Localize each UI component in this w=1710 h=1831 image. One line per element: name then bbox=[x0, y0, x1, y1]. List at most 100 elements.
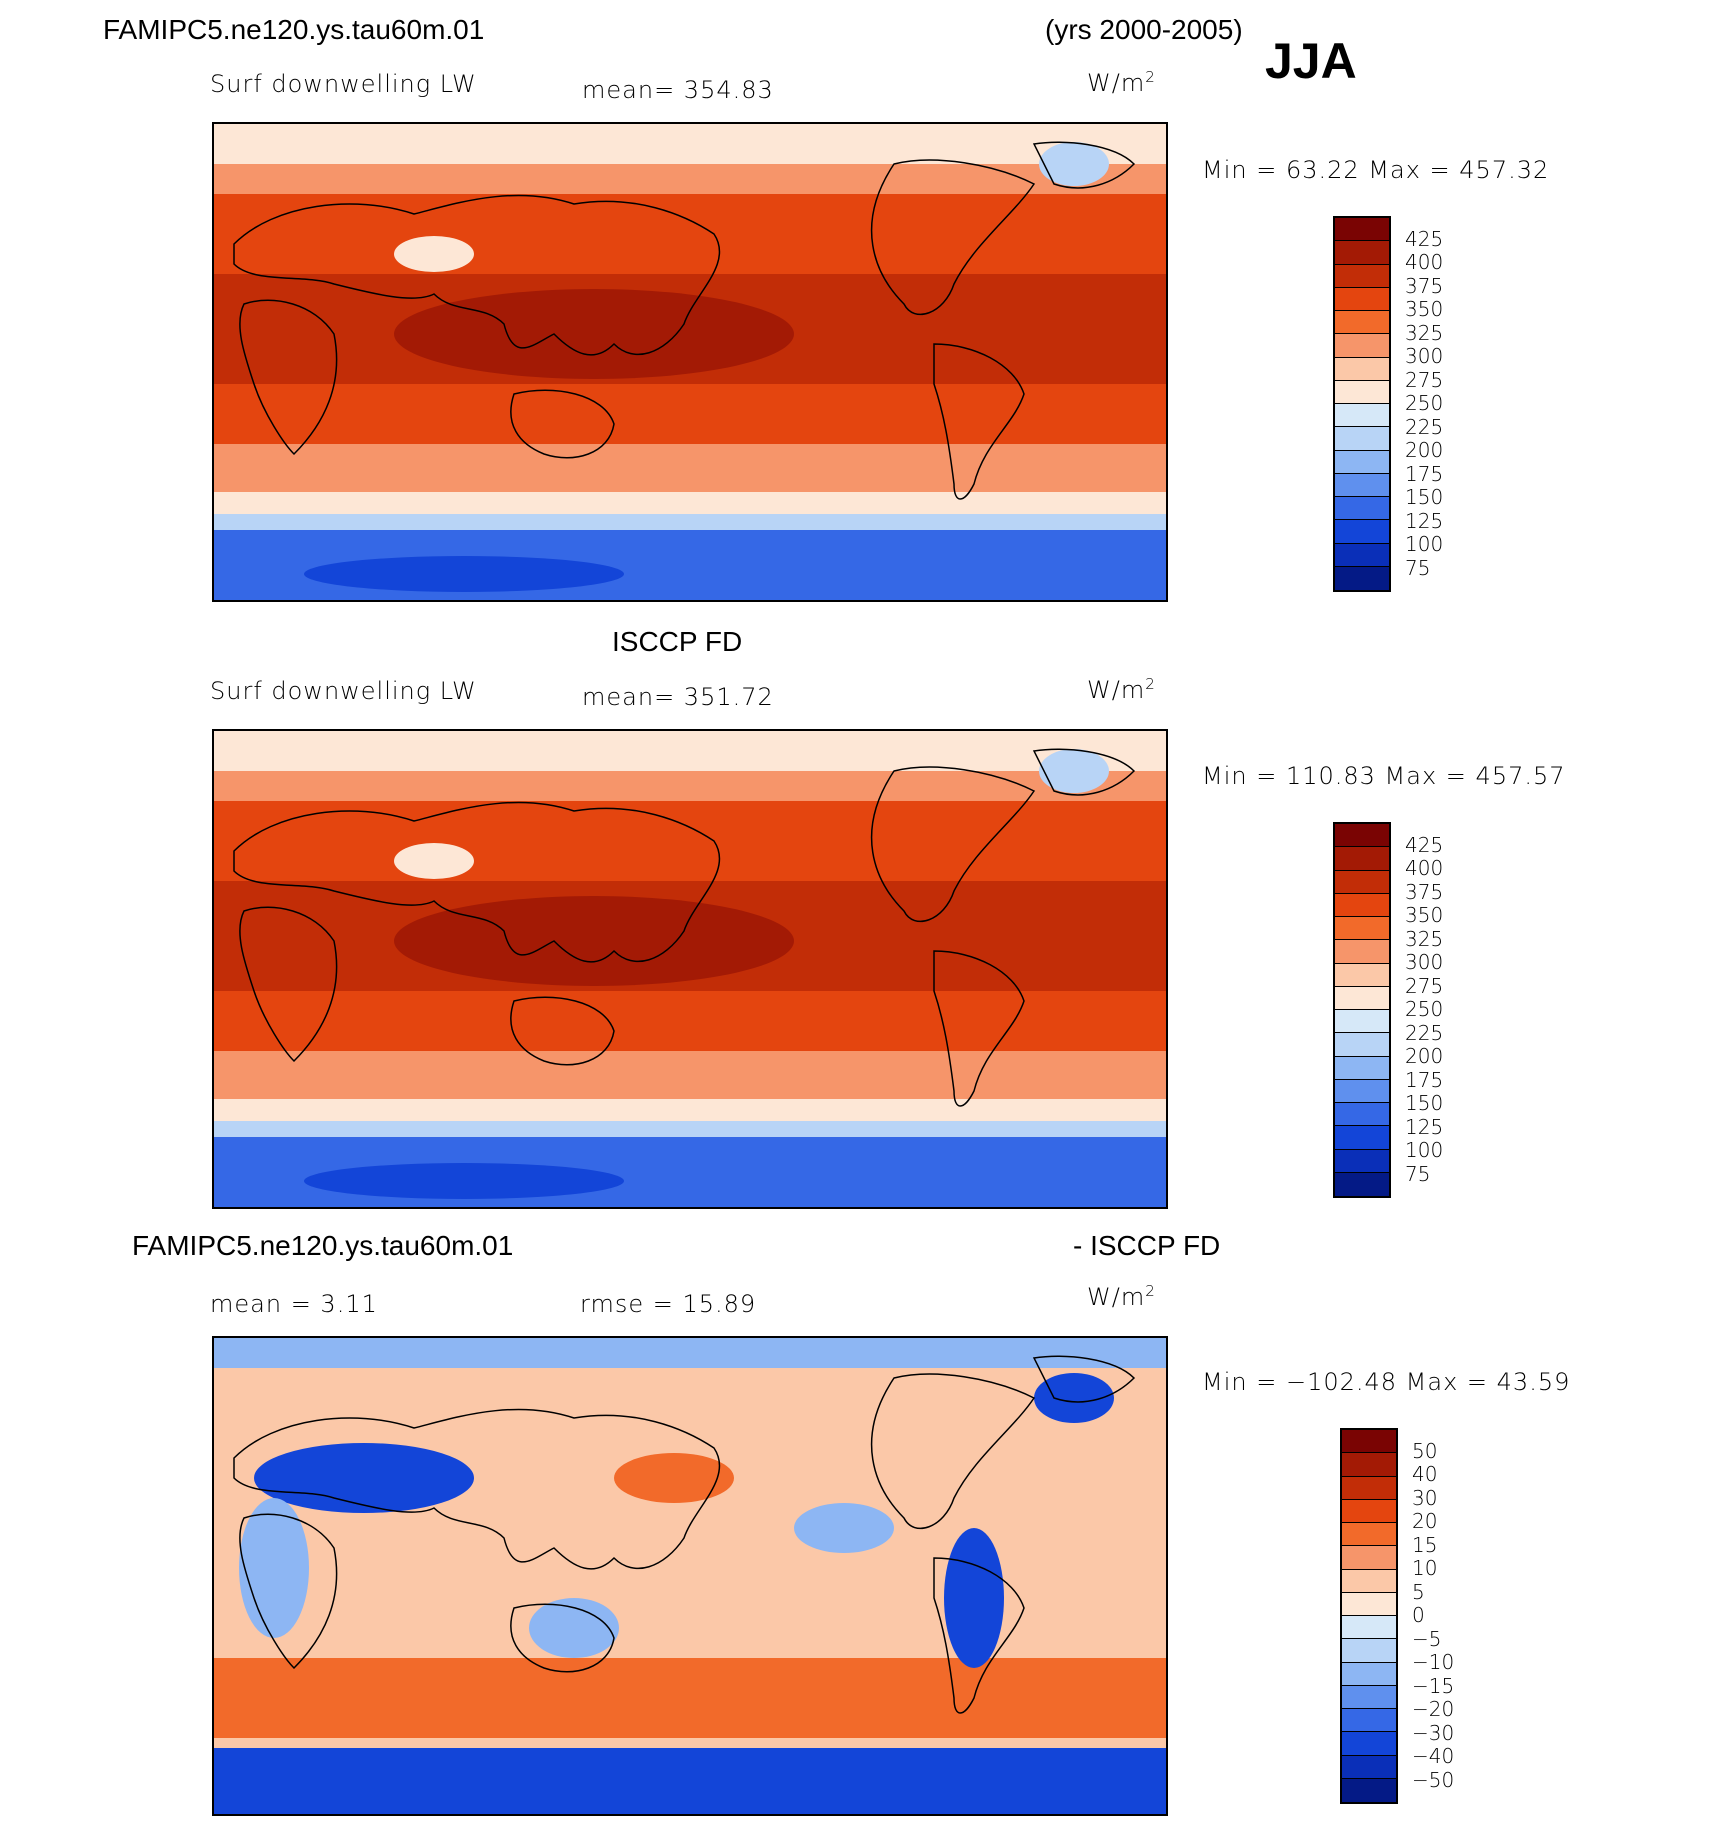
colorbar-swatch bbox=[1342, 1709, 1396, 1733]
colorbar-tick-label: 425 bbox=[1405, 226, 1444, 251]
coastline bbox=[239, 906, 338, 1063]
colorbar-swatch bbox=[1335, 543, 1389, 567]
arctic-band bbox=[214, 124, 1166, 164]
panel1-minmax: Min = 63.22 Max = 457.32 bbox=[1202, 156, 1550, 184]
colorbar-swatch bbox=[1335, 380, 1389, 404]
panel2-field-label: Surf downwelling LW bbox=[210, 677, 477, 705]
panel1-mean: mean= 354.83 bbox=[582, 76, 774, 104]
coastline bbox=[933, 343, 1025, 500]
panel1-field-label: Surf downwelling LW bbox=[210, 70, 477, 98]
panel2-mean: mean= 351.72 bbox=[582, 683, 774, 711]
colorbar-swatch bbox=[1335, 1010, 1389, 1034]
colorbar-tick-label: 30 bbox=[1412, 1485, 1438, 1510]
colorbar-tick-label: 10 bbox=[1412, 1556, 1438, 1580]
colorbar-swatch bbox=[1342, 1592, 1396, 1616]
colorbar-swatch bbox=[1342, 1453, 1396, 1477]
colorbar-tick-label: 300 bbox=[1405, 344, 1444, 368]
tibet-cold-spot bbox=[394, 236, 474, 272]
antarctic-cold-core bbox=[304, 1163, 624, 1199]
arctic-band bbox=[214, 731, 1166, 771]
colorbar-swatch bbox=[1335, 986, 1389, 1010]
colorbar-swatch bbox=[1335, 1056, 1389, 1080]
panel1-map bbox=[212, 122, 1168, 602]
southern-transition bbox=[214, 492, 1166, 514]
colorbar-tick-label: 100 bbox=[1405, 532, 1444, 556]
coastline bbox=[233, 1408, 721, 1570]
colorbar-tick-label: −10 bbox=[1412, 1650, 1455, 1674]
warm-pool bbox=[394, 289, 794, 379]
colorbar-swatch bbox=[1335, 473, 1389, 497]
colorbar-swatch bbox=[1335, 893, 1389, 917]
colorbar-tick-label: 75 bbox=[1405, 1161, 1431, 1186]
colorbar-tick-label: 300 bbox=[1405, 950, 1444, 974]
coastline bbox=[239, 1513, 338, 1670]
coastline bbox=[233, 801, 721, 963]
panel2-title: ISCCP FD bbox=[612, 626, 743, 657]
colorbar-tick-label: 250 bbox=[1405, 391, 1444, 415]
coastline bbox=[870, 1373, 1036, 1529]
antarctic-cold-core bbox=[304, 556, 624, 592]
colorbar-swatch bbox=[1335, 241, 1389, 265]
colorbar-swatch bbox=[1342, 1523, 1396, 1547]
coastline bbox=[510, 1603, 615, 1673]
colorbar-tick-label: −40 bbox=[1412, 1744, 1455, 1768]
colorbar-swatch bbox=[1335, 1149, 1389, 1173]
colorbar-swatch bbox=[1335, 287, 1389, 311]
colorbar-tick-label: 200 bbox=[1405, 438, 1444, 462]
coastline bbox=[870, 159, 1036, 315]
colorbar-swatch bbox=[1335, 1126, 1389, 1150]
coastline bbox=[870, 766, 1036, 922]
greenland-cold-bias bbox=[1034, 1373, 1114, 1423]
colorbar-tick-label: −5 bbox=[1412, 1626, 1442, 1651]
panel3-rmse: rmse = 15.89 bbox=[580, 1290, 757, 1318]
colorbar-tick-label: 225 bbox=[1405, 414, 1444, 439]
colorbar-swatch bbox=[1342, 1476, 1396, 1500]
colorbar-swatch bbox=[1342, 1662, 1396, 1686]
colorbar-tick-label: 350 bbox=[1405, 297, 1444, 321]
colorbar-swatch bbox=[1335, 847, 1389, 871]
subtropic-band-south bbox=[214, 991, 1166, 1051]
colorbar-swatch bbox=[1342, 1616, 1396, 1640]
colorbar-tick-label: 150 bbox=[1405, 1091, 1444, 1115]
colorbar-swatch bbox=[1342, 1639, 1396, 1663]
coastline bbox=[239, 299, 338, 456]
coastline bbox=[933, 1557, 1025, 1714]
southern-ice-edge bbox=[214, 514, 1166, 530]
colorbar-tick-label: −15 bbox=[1412, 1673, 1455, 1698]
panel3-title-right: - ISCCP FD bbox=[1073, 1230, 1221, 1261]
subtropic-band-south bbox=[214, 384, 1166, 444]
diff-map-svg bbox=[214, 1338, 1166, 1814]
tibet-cold-spot bbox=[394, 843, 474, 879]
colorbar-tick-label: 40 bbox=[1412, 1462, 1438, 1486]
colorbar-tick-label: −20 bbox=[1412, 1697, 1455, 1721]
colorbar-swatch bbox=[1335, 963, 1389, 987]
colorbar-swatch bbox=[1335, 357, 1389, 381]
coastline bbox=[933, 950, 1025, 1107]
colorbar-tick-label: 400 bbox=[1405, 856, 1444, 880]
colorbar-swatch bbox=[1342, 1732, 1396, 1756]
coastline bbox=[510, 389, 615, 459]
australia-cool-bias bbox=[529, 1598, 619, 1658]
colorbar-tick-label: 150 bbox=[1405, 485, 1444, 509]
southern-transition bbox=[214, 1099, 1166, 1121]
southern-ice-edge bbox=[214, 1121, 1166, 1137]
case-title: FAMIPC5.ne120.ys.tau60m.01 bbox=[103, 14, 485, 45]
colorbar-swatch bbox=[1342, 1755, 1396, 1779]
map-background bbox=[214, 1338, 1166, 1814]
coastline bbox=[1032, 748, 1136, 796]
coastline bbox=[1032, 1355, 1136, 1403]
panel2-map bbox=[212, 729, 1168, 1209]
warm-pool bbox=[394, 896, 794, 986]
panel3-map bbox=[212, 1336, 1168, 1816]
colorbar-tick-label: 15 bbox=[1412, 1532, 1438, 1557]
colorbar-tick-label: 175 bbox=[1405, 461, 1444, 486]
colorbar-swatch bbox=[1342, 1569, 1396, 1593]
colorbar-swatch bbox=[1335, 520, 1389, 544]
colorbar-swatch bbox=[1335, 311, 1389, 335]
season-label: JJA bbox=[1265, 33, 1357, 89]
coastline bbox=[1032, 141, 1136, 189]
colorbar-swatch bbox=[1335, 1033, 1389, 1057]
andes-cold-bias bbox=[944, 1528, 1004, 1668]
colorbar-swatch bbox=[1335, 404, 1389, 428]
colorbar-swatch bbox=[1335, 1103, 1389, 1127]
